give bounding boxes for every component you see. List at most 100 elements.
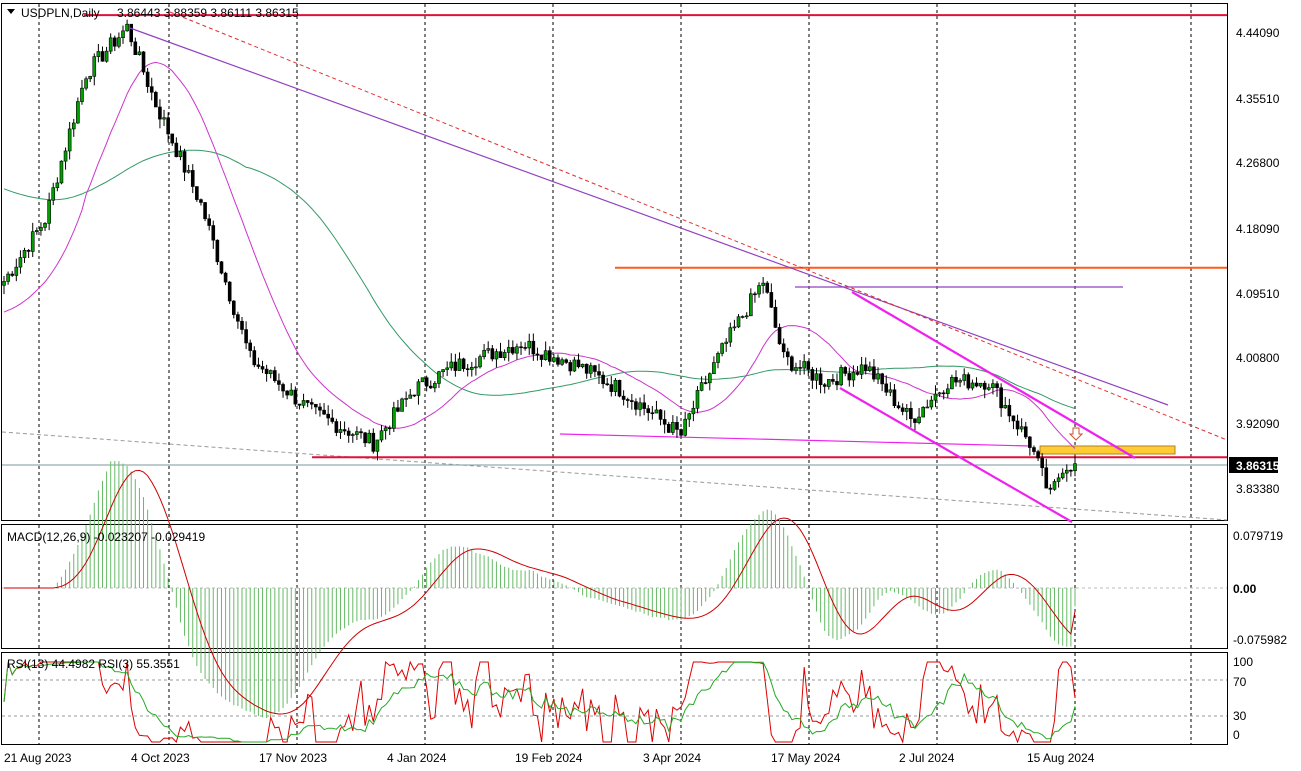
candle-body	[683, 418, 687, 436]
candle-body	[831, 379, 835, 382]
price-tick-label: 3.92090	[1236, 417, 1280, 431]
candle-body	[638, 402, 642, 410]
rsi-label: RSI(13) 44.4982 RSI(3) 55.3551	[7, 657, 180, 671]
candle-body	[543, 350, 548, 360]
candle-body	[371, 432, 376, 452]
candle-body	[962, 374, 967, 381]
candle-body	[921, 407, 925, 418]
candle-body	[535, 353, 540, 356]
candle-body	[84, 78, 88, 89]
candle-body	[987, 387, 991, 390]
candle-body	[404, 398, 408, 400]
macd-signal-line	[4, 469, 1076, 715]
price-tick-label: 4.35510	[1236, 92, 1280, 106]
candle-body	[720, 343, 724, 354]
candle-body	[785, 351, 790, 358]
candle-body	[59, 160, 64, 184]
candle-body	[424, 377, 429, 387]
candle-body	[408, 394, 413, 399]
candle-body	[671, 422, 675, 433]
candle-body	[63, 150, 68, 162]
price-tick-label: 4.00800	[1236, 351, 1280, 365]
candle-body	[231, 300, 236, 315]
candle-body	[240, 320, 244, 330]
candle-body	[2, 281, 6, 286]
candle-body	[1052, 481, 1057, 490]
candle-body	[556, 357, 560, 365]
candle-body	[580, 363, 585, 368]
candle-body	[880, 373, 884, 385]
candle-body	[121, 30, 125, 39]
candle-body	[494, 351, 499, 360]
candle-body	[182, 151, 187, 173]
candle-body	[835, 381, 839, 386]
candle-body	[707, 373, 712, 384]
candle-body	[14, 266, 19, 276]
candle-body	[1011, 415, 1016, 422]
candle-body	[974, 382, 979, 387]
candle-body	[215, 239, 220, 263]
ma-line-magenta	[3, 61, 1076, 449]
candle-body	[630, 400, 634, 402]
candle-body	[1073, 463, 1077, 472]
candle-body	[437, 371, 441, 384]
candle-body	[695, 390, 700, 409]
candle-body	[55, 182, 60, 189]
candle-body	[712, 362, 716, 375]
candle-body	[552, 357, 556, 362]
candle-body	[30, 231, 35, 252]
candle-body	[584, 363, 589, 374]
candle-body	[662, 419, 667, 425]
candle-body	[18, 257, 23, 268]
candle-body	[1040, 457, 1044, 469]
candle-body	[757, 285, 761, 295]
date-tick-label: 4 Jan 2024	[387, 751, 447, 765]
candle-body	[51, 187, 56, 201]
candle-body	[375, 439, 380, 452]
long-term-trendline	[1, 431, 1228, 521]
candle-body	[749, 293, 753, 317]
candle-body	[941, 392, 946, 395]
candle-body	[100, 51, 105, 62]
candle-body	[679, 429, 683, 436]
date-tick-label: 21 Aug 2023	[4, 751, 72, 765]
candle-body	[268, 370, 273, 374]
dotted-down-trendline	[169, 11, 1228, 441]
candle-body	[289, 389, 294, 396]
candle-body	[970, 382, 975, 389]
rsi13-line	[3, 661, 1076, 743]
candle-body	[482, 349, 486, 357]
collapse-triangle-icon[interactable]	[7, 9, 15, 14]
candle-body	[523, 347, 527, 349]
candle-body	[995, 383, 999, 389]
candle-body	[396, 407, 400, 412]
candle-body	[859, 364, 864, 375]
candle-body	[913, 418, 917, 423]
candle-body	[625, 399, 630, 401]
candle-body	[211, 225, 216, 241]
candle-body	[47, 199, 51, 224]
macd-axis-label: 0.079719	[1233, 529, 1283, 543]
candle-body	[166, 117, 170, 135]
candle-body	[174, 142, 179, 158]
candle-body	[790, 356, 794, 371]
candle-body	[498, 351, 503, 358]
candle-body	[847, 373, 852, 381]
price-axis: 4.44090 4.35510 4.26800 4.18090 4.09510 …	[1236, 26, 1280, 496]
rsi-axis-label: 30	[1233, 709, 1247, 723]
candle-body	[564, 359, 568, 363]
candle-body	[367, 432, 372, 444]
candle-body	[978, 382, 983, 387]
candle-body	[195, 186, 199, 200]
candle-body	[236, 314, 240, 322]
candle-body	[162, 117, 166, 120]
candle-body	[613, 380, 618, 392]
candle-body	[896, 405, 901, 409]
candle-body	[35, 230, 39, 233]
date-tick-label: 2 Jul 2024	[899, 751, 955, 765]
candle-body	[252, 350, 257, 366]
candle-body	[519, 346, 523, 349]
candle-body	[322, 409, 326, 415]
candle-body	[145, 71, 150, 87]
